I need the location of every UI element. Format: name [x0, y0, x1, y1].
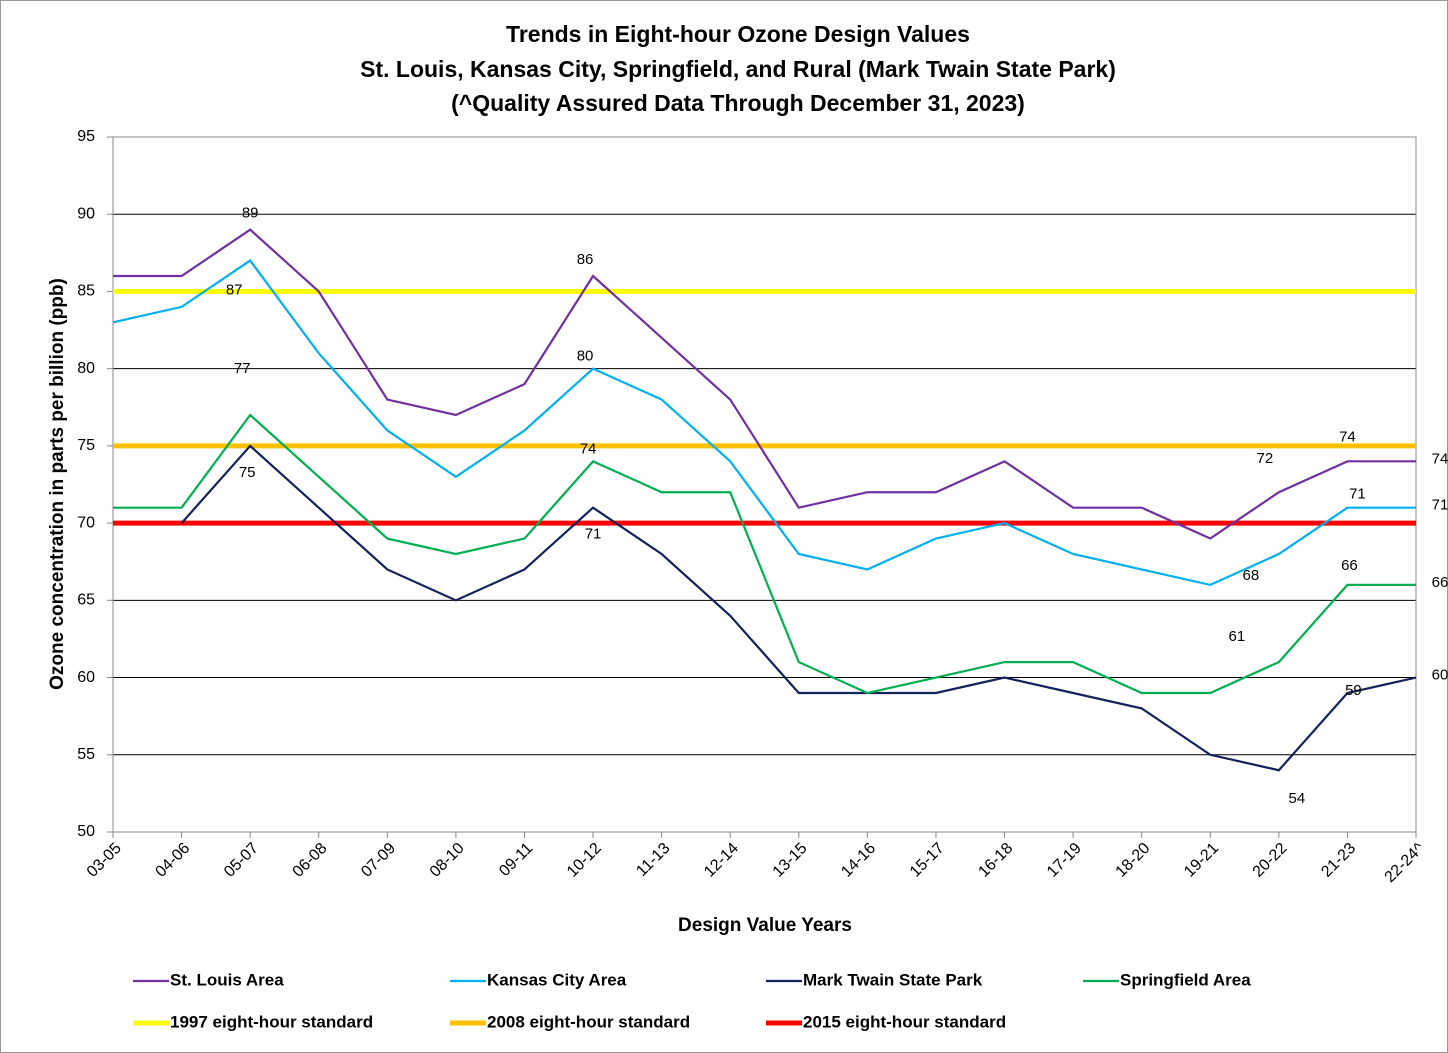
- data-label: 71: [1349, 486, 1366, 503]
- data-label: 72: [1256, 450, 1273, 467]
- y-tick-label: 60: [77, 669, 95, 686]
- data-label: 59: [1345, 682, 1362, 699]
- y-tick-label: 65: [77, 592, 95, 609]
- legend-label: 2015 eight-hour standard: [803, 1012, 1006, 1031]
- legend-label: St. Louis Area: [170, 970, 284, 989]
- data-label: 61: [1228, 628, 1245, 645]
- y-tick-label: 50: [77, 823, 95, 840]
- data-label: 77: [234, 360, 251, 377]
- legend-label: Kansas City Area: [487, 970, 627, 989]
- data-label: 89: [242, 205, 259, 222]
- data-label: 74: [1432, 450, 1448, 467]
- data-label: 71: [585, 526, 602, 543]
- y-axis-title: Ozone concentration in parts per billion…: [47, 278, 68, 690]
- data-label: 68: [1242, 567, 1259, 584]
- x-axis-title: Design Value Years: [678, 915, 852, 936]
- plot-border: [112, 136, 1417, 833]
- series-line: [113, 228, 1416, 540]
- y-tick-label: 95: [77, 128, 95, 145]
- data-label: 71: [1432, 497, 1448, 514]
- chart-title: (^Quality Assured Data Through December …: [451, 90, 1025, 116]
- data-label: 75: [239, 464, 256, 481]
- data-label: 74: [580, 440, 597, 457]
- y-tick-label: 75: [77, 437, 95, 454]
- legend-label: Mark Twain State Park: [803, 970, 983, 989]
- data-label: 74: [1339, 428, 1356, 445]
- data-label: 86: [577, 251, 594, 268]
- legend-label: 2008 eight-hour standard: [487, 1012, 690, 1031]
- data-label: 87: [226, 282, 243, 299]
- data-label: 60: [1432, 667, 1448, 684]
- data-label: 54: [1288, 790, 1305, 807]
- legend-label: 1997 eight-hour standard: [170, 1012, 373, 1031]
- series-line: [113, 413, 1416, 695]
- chart-title: Trends in Eight-hour Ozone Design Values: [506, 21, 970, 47]
- y-tick-label: 80: [77, 360, 95, 377]
- y-tick-label: 85: [77, 283, 95, 300]
- series-line: [180, 444, 1417, 772]
- data-label: 66: [1341, 557, 1358, 574]
- chart-title: St. Louis, Kansas City, Springfield, and…: [360, 56, 1116, 82]
- y-tick-label: 55: [77, 746, 95, 763]
- y-tick-label: 90: [77, 205, 95, 222]
- data-label: 80: [577, 348, 594, 365]
- y-tick-label: 70: [77, 514, 95, 531]
- series-line: [112, 259, 1416, 587]
- data-label: 66: [1432, 574, 1448, 591]
- legend-label: Springfield Area: [1120, 970, 1251, 989]
